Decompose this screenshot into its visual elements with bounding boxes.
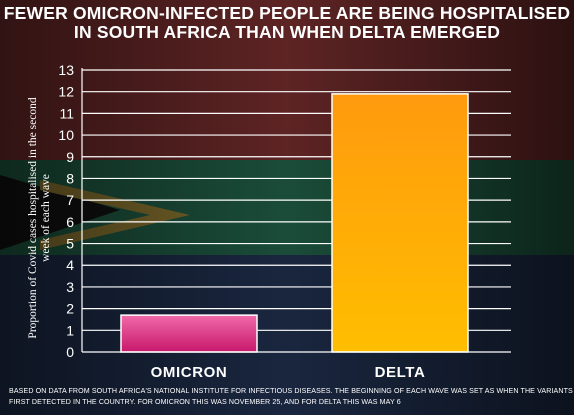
chart-title: FEWER OMICRON-INFECTED PEOPLE ARE BEING …	[0, 4, 574, 42]
chart-title-line-1: FEWER OMICRON-INFECTED PEOPLE ARE BEING …	[3, 3, 571, 23]
y-tick-label: 10	[58, 127, 74, 143]
bar-delta	[331, 93, 469, 353]
footnote-line-1: BASED ON DATA FROM SOUTH AFRICA'S NATION…	[9, 387, 574, 395]
y-axis-title-line-2: week of each wave	[40, 174, 52, 262]
y-tick-label: 9	[66, 149, 74, 165]
y-tick-label: 6	[66, 214, 74, 230]
y-tick-label: 13	[58, 62, 74, 78]
source-footnote: BASED ON DATA FROM SOUTH AFRICA'S NATION…	[9, 386, 574, 407]
y-tick-label: 7	[66, 192, 74, 208]
chart-title-line-2: IN SOUTH AFRICA THAN WHEN DELTA EMERGED	[73, 22, 501, 42]
y-tick-label: 5	[66, 236, 74, 252]
y-axis-title: Proportion of Covid cases hospitalised i…	[27, 97, 52, 338]
x-axis-labels: OMICRON DELTA	[151, 364, 426, 381]
x-category-label-omicron: OMICRON	[151, 364, 228, 381]
y-tick-label: 12	[58, 84, 74, 100]
y-tick-label: 11	[59, 105, 74, 121]
y-tick-label: 0	[66, 344, 74, 360]
y-tick-label: 4	[66, 257, 74, 273]
y-tick-label: 2	[66, 301, 74, 317]
y-tick-label: 3	[66, 279, 74, 295]
bars	[120, 93, 469, 353]
y-tick-label: 8	[66, 170, 74, 186]
bar-omicron	[120, 314, 258, 353]
y-axis-title-line-1: Proportion of Covid cases hospitalised i…	[27, 97, 39, 338]
footnote-line-2: FIRST DETECTED IN THE COUNTRY. FOR OMICR…	[9, 397, 401, 406]
y-tick-label: 1	[66, 322, 74, 338]
x-category-label-delta: DELTA	[375, 364, 426, 381]
